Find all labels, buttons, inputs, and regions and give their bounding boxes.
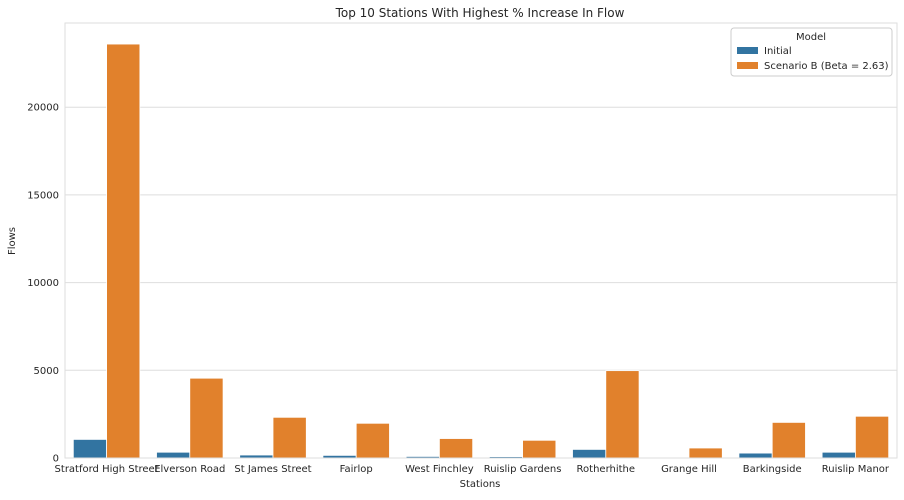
x-tick-label: Grange Hill — [661, 464, 717, 475]
y-tick-label: 0 — [53, 454, 59, 465]
bar-initial — [822, 452, 855, 458]
bar-scenario-b — [356, 423, 389, 458]
bar-scenario-b — [523, 440, 556, 458]
legend-label: Scenario B (Beta = 2.63) — [764, 61, 889, 72]
bar-scenario-b — [606, 371, 639, 458]
y-tick-label: 20000 — [27, 103, 59, 114]
bar-scenario-b — [772, 422, 805, 458]
bar-scenario-b — [273, 417, 306, 458]
x-tick-label: Ruislip Manor — [822, 464, 890, 475]
y-tick-label: 10000 — [27, 278, 59, 289]
x-tick-label: Fairlop — [340, 464, 373, 475]
chart-title: Top 10 Stations With Highest % Increase … — [335, 6, 625, 20]
legend-swatch — [737, 62, 758, 69]
bar-scenario-b — [439, 439, 472, 458]
y-tick-label: 5000 — [34, 366, 59, 377]
x-tick-label: Ruislip Gardens — [484, 464, 562, 475]
x-axis-label: Stations — [460, 479, 501, 490]
bar-initial — [573, 449, 606, 458]
x-tick-label: Rotherhithe — [577, 464, 636, 475]
bar-initial — [73, 439, 106, 458]
x-tick-label: Elverson Road — [154, 464, 225, 475]
x-tick-label: Barkingside — [743, 464, 802, 475]
x-tick-label: St James Street — [234, 464, 311, 475]
y-tick-label: 15000 — [27, 190, 59, 201]
x-tick-label: West Finchley — [405, 464, 474, 475]
bar-scenario-b — [107, 44, 140, 458]
bar-initial — [157, 452, 190, 458]
legend: Model Initial Scenario B (Beta = 2.63) — [731, 28, 892, 76]
bar-initial — [739, 453, 772, 458]
legend-title: Model — [796, 32, 826, 43]
bar-scenario-b — [190, 378, 223, 458]
bar-scenario-b — [855, 416, 888, 458]
y-axis-label: Flows — [7, 227, 18, 255]
legend-swatch — [737, 47, 758, 54]
bar-scenario-b — [689, 448, 722, 458]
legend-label: Initial — [764, 46, 792, 57]
x-tick-label: Stratford High Street — [55, 464, 159, 475]
